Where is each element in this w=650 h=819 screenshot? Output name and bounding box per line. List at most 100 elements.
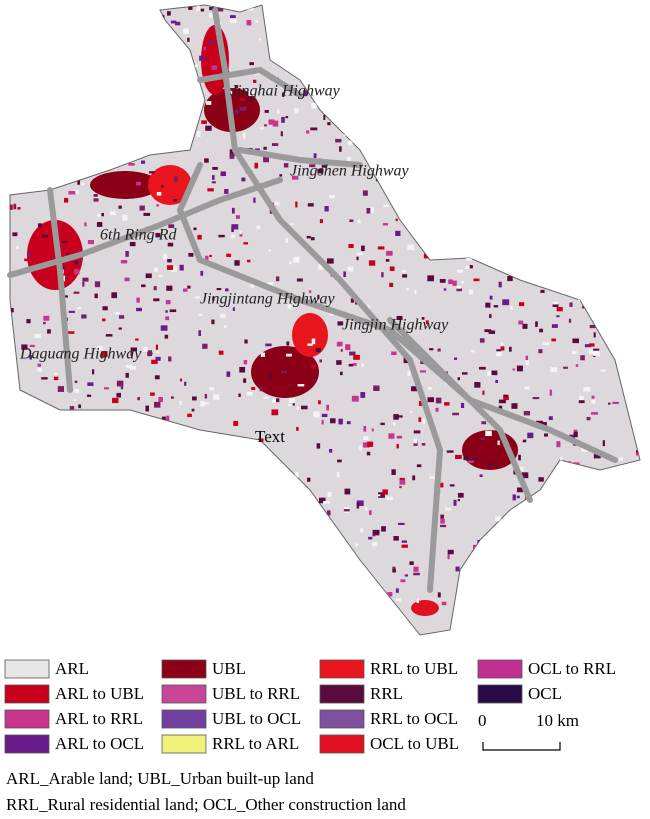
patch — [155, 232, 161, 238]
patch — [572, 470, 577, 477]
patch — [405, 159, 413, 162]
patch — [45, 10, 51, 17]
patch — [173, 83, 179, 89]
patch — [633, 27, 640, 34]
patch — [510, 305, 513, 310]
patch — [519, 172, 523, 176]
patch — [206, 594, 213, 601]
patch — [355, 543, 358, 547]
patch — [292, 545, 295, 552]
patch — [67, 89, 70, 95]
patch — [398, 522, 405, 526]
patch — [629, 134, 634, 139]
patch — [527, 540, 531, 546]
patch — [19, 523, 25, 529]
patch — [571, 621, 578, 625]
patch — [136, 297, 140, 303]
patch — [371, 428, 374, 432]
patch — [572, 338, 580, 344]
patch — [426, 52, 429, 57]
patch — [267, 523, 273, 527]
patch — [234, 510, 242, 515]
patch — [394, 5, 400, 9]
patch — [88, 95, 95, 100]
patch — [179, 506, 184, 510]
patch — [455, 56, 460, 61]
patch — [496, 208, 503, 215]
patch — [194, 83, 197, 86]
patch — [296, 426, 299, 431]
legend-swatch — [319, 709, 365, 729]
patch — [31, 159, 37, 165]
patch — [568, 318, 572, 323]
patch — [314, 521, 318, 524]
patch — [460, 281, 465, 284]
patch — [407, 244, 415, 251]
patch — [518, 190, 522, 194]
patch — [345, 596, 348, 602]
patch — [281, 370, 288, 374]
patch — [67, 473, 74, 476]
patch — [503, 396, 509, 401]
legend-label: OCL — [528, 684, 562, 703]
patch — [239, 230, 242, 235]
patch — [96, 480, 101, 483]
patch — [411, 126, 414, 130]
patch — [331, 629, 334, 634]
patch — [248, 98, 252, 102]
patch — [352, 363, 357, 366]
patch — [552, 187, 555, 194]
patch — [189, 602, 195, 608]
legend-swatch — [319, 659, 365, 679]
patch — [201, 622, 206, 626]
patch — [179, 401, 182, 405]
patch — [540, 149, 546, 154]
patch — [441, 601, 447, 606]
patch — [39, 544, 43, 548]
patch — [366, 207, 371, 214]
patch — [546, 109, 551, 114]
patch — [235, 215, 240, 219]
patch — [527, 174, 531, 179]
patch — [271, 527, 278, 532]
patch — [308, 546, 314, 550]
patch — [140, 160, 146, 164]
patch — [78, 260, 82, 264]
patch — [289, 261, 292, 265]
patch — [579, 245, 583, 251]
patch — [307, 477, 311, 482]
patch — [138, 486, 143, 490]
patch — [568, 217, 571, 223]
patch — [321, 37, 326, 42]
patch — [637, 537, 640, 540]
patch — [275, 276, 280, 282]
patch — [435, 168, 440, 171]
patch — [258, 38, 261, 41]
patch — [615, 49, 621, 55]
patch — [642, 14, 644, 17]
patch — [96, 221, 103, 227]
patch — [582, 529, 590, 534]
patch — [41, 234, 49, 238]
patch — [63, 82, 70, 86]
patch — [562, 120, 568, 125]
patch — [46, 473, 51, 478]
patch — [556, 441, 561, 448]
patch — [68, 190, 76, 195]
patch — [101, 590, 107, 595]
patch — [600, 369, 606, 372]
patch — [360, 20, 364, 24]
patch — [31, 51, 35, 58]
patch — [636, 421, 640, 427]
patch — [573, 570, 577, 575]
patch — [20, 110, 25, 117]
patch — [575, 244, 579, 249]
patch — [549, 389, 553, 396]
patch — [224, 445, 227, 451]
patch — [318, 507, 323, 512]
patch — [27, 146, 35, 149]
patch — [618, 607, 625, 613]
patch — [273, 597, 277, 602]
patch — [43, 59, 47, 64]
patch — [102, 560, 106, 565]
